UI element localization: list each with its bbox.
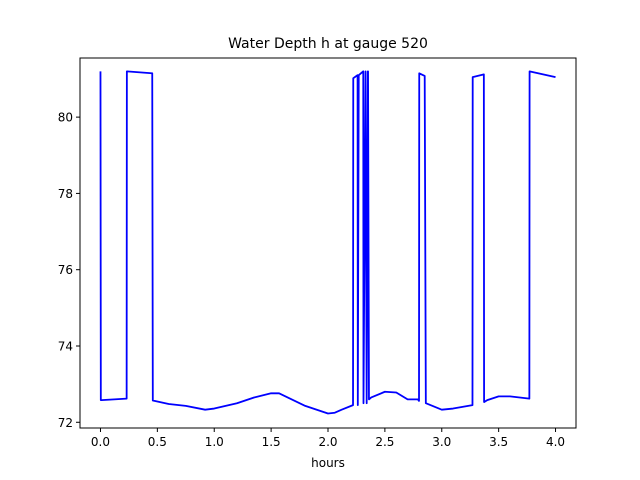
x-tick-label: 2.0 xyxy=(318,435,337,449)
y-tick-label: 74 xyxy=(58,339,73,353)
x-tick-label: 1.5 xyxy=(262,435,281,449)
x-tick-label: 1.0 xyxy=(205,435,224,449)
x-tick-label: 4.0 xyxy=(546,435,565,449)
y-tick-label: 72 xyxy=(58,416,73,430)
y-tick-label: 80 xyxy=(58,111,73,125)
y-tick-label: 76 xyxy=(58,263,73,277)
plot-area: 0.0 0.5 1.0 1.5 2.0 2.5 3.0 3.5 4.0 72 74 76 78 80 xyxy=(58,57,577,449)
y-tick-label: 78 xyxy=(58,187,73,201)
x-tick-label: 2.5 xyxy=(375,435,394,449)
series-line-0 xyxy=(99,70,556,415)
x-axis-label: hours xyxy=(311,456,345,470)
chart-title: Water Depth h at gauge 520 xyxy=(228,36,428,52)
x-tick-label: 0.0 xyxy=(91,435,110,449)
x-tick-label: 0.5 xyxy=(148,435,167,449)
x-tick-label: 3.0 xyxy=(432,435,451,449)
x-tick-label: 3.5 xyxy=(489,435,508,449)
